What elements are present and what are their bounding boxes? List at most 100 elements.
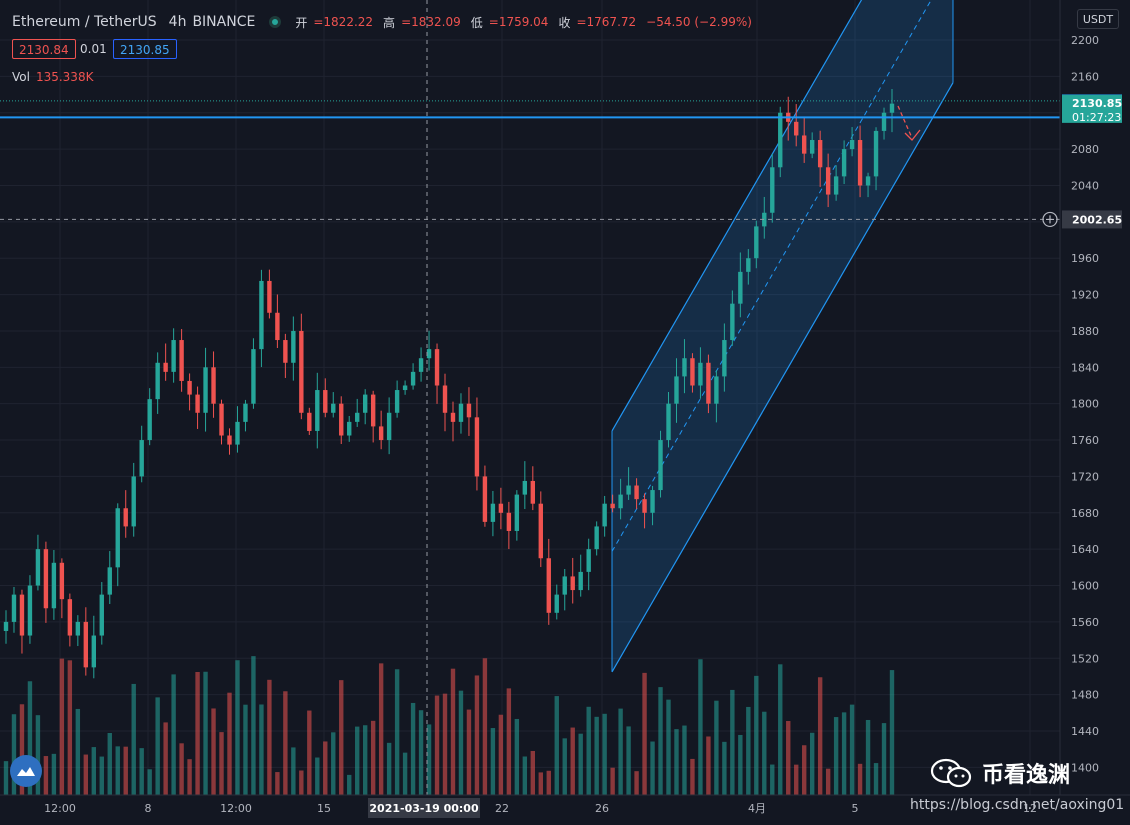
candle-body <box>394 390 400 413</box>
price-tick-label: 1760 <box>1071 434 1099 447</box>
volume-bar <box>722 741 727 795</box>
price-tick-label: 1840 <box>1071 361 1099 374</box>
candle-body <box>873 130 879 177</box>
watermark-name: 币看逸渊 <box>982 763 1071 788</box>
volume-bars <box>3 656 895 795</box>
candle-body <box>674 376 679 404</box>
volume-bar <box>171 674 176 795</box>
volume-bar <box>227 692 232 795</box>
volume-bar <box>131 683 136 795</box>
sell-button[interactable]: 2130.84 <box>12 39 76 59</box>
candle-body <box>331 403 336 413</box>
volume-bar <box>602 713 607 795</box>
candle-body <box>267 280 272 313</box>
volume-bar <box>243 704 248 795</box>
candle-body <box>578 571 583 591</box>
candle-body <box>275 312 280 341</box>
candle-body <box>51 562 57 609</box>
volume-bar <box>546 770 551 795</box>
volume-bar <box>59 658 65 795</box>
candle-body <box>809 140 815 154</box>
price-tick-label: 1720 <box>1071 470 1099 483</box>
volume-bar <box>203 671 208 795</box>
crosshair-time-bg <box>368 798 480 818</box>
candle-body <box>698 362 703 386</box>
volume-bar <box>889 670 895 795</box>
currency-button[interactable]: USDT <box>1077 9 1119 29</box>
close-value: =1767.72 <box>576 15 637 29</box>
candle-body <box>570 576 575 591</box>
volume-bar <box>426 724 432 795</box>
volume-bar <box>482 658 488 795</box>
candle-body <box>235 421 240 445</box>
volume-bar <box>3 761 9 795</box>
candle-body <box>458 403 464 422</box>
candle-body <box>849 140 855 150</box>
volume-bar <box>786 721 791 795</box>
volume-bar <box>211 708 216 795</box>
volume-bar <box>809 732 815 795</box>
time-tick-label: 5 <box>852 802 859 815</box>
candle-body <box>291 330 296 363</box>
candle-body <box>307 412 312 431</box>
volume-bar <box>147 769 152 795</box>
volume-bar <box>825 768 831 795</box>
channel-median-line <box>611 0 932 552</box>
candle-body <box>881 112 887 131</box>
volume-bar <box>538 772 543 795</box>
candle-body <box>386 412 392 441</box>
volume-bar <box>355 726 360 795</box>
volume-bar <box>490 728 496 795</box>
volume-bar <box>642 672 647 795</box>
crosshair-price-bg <box>1062 210 1122 229</box>
volume-bar <box>267 679 272 795</box>
candle-body <box>825 167 831 195</box>
volume-bar <box>618 708 623 795</box>
time-tick-label: 12:00 <box>220 802 252 815</box>
candle-body <box>355 412 360 422</box>
candle-body <box>243 403 248 422</box>
candle-body <box>594 526 599 550</box>
candle-body <box>738 271 743 304</box>
interval-label[interactable]: 4h <box>168 14 187 30</box>
price-tick-label: 1560 <box>1071 616 1099 629</box>
last-price-label: 2130.85 <box>1072 97 1122 110</box>
candle-body <box>299 330 304 413</box>
candle-body <box>219 403 224 436</box>
price-axis[interactable]: 2200216021202080204020001960192018801840… <box>1042 0 1122 795</box>
volume-bar <box>195 671 200 795</box>
volume-bar <box>219 732 224 795</box>
close-label: 收 <box>558 15 571 30</box>
candle-body <box>626 485 631 495</box>
candle-body <box>19 594 25 636</box>
tradingview-logo-icon[interactable] <box>10 755 42 787</box>
price-tick-label: 1440 <box>1071 725 1099 738</box>
candle-body <box>730 303 735 341</box>
candle-body <box>610 503 615 509</box>
time-axis[interactable]: 12:00 8 12:00 15 22 26 4月 5 12 2021-03-19 00:00 <box>0 794 1130 818</box>
volume-bar <box>474 675 480 795</box>
volume-bar <box>841 712 847 795</box>
candle-body <box>195 394 200 413</box>
symbol-title[interactable]: Ethereum / TetherUS <box>12 14 157 30</box>
buy-button[interactable]: 2130.85 <box>113 39 177 59</box>
volume-bar <box>690 758 695 795</box>
candle-body <box>99 594 104 636</box>
candle-body <box>889 103 895 113</box>
candle-body <box>323 390 328 413</box>
parallel-channel[interactable] <box>611 0 954 673</box>
candle-body <box>11 594 17 622</box>
candle-body <box>762 212 767 227</box>
price-tick-label: 2160 <box>1071 70 1099 83</box>
volume-bar <box>554 696 559 795</box>
candle-body <box>530 480 536 504</box>
candle-body <box>833 176 839 195</box>
volume-bar <box>562 738 567 795</box>
volume-bar <box>123 746 128 795</box>
volume-bar <box>442 693 448 795</box>
volume-bar <box>794 764 799 795</box>
price-tick-label: 1880 <box>1071 325 1099 338</box>
candle-body <box>690 358 695 386</box>
